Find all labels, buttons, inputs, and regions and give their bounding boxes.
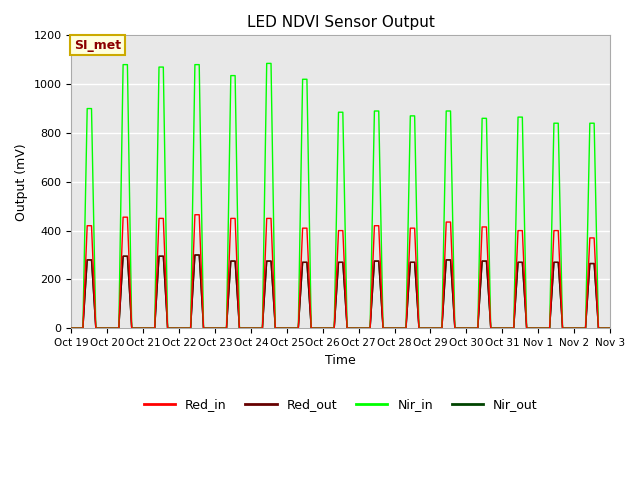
Title: LED NDVI Sensor Output: LED NDVI Sensor Output [247, 15, 435, 30]
Legend: Red_in, Red_out, Nir_in, Nir_out: Red_in, Red_out, Nir_in, Nir_out [139, 393, 543, 416]
Y-axis label: Output (mV): Output (mV) [15, 143, 28, 221]
X-axis label: Time: Time [325, 353, 356, 367]
Text: SI_met: SI_met [74, 38, 121, 51]
